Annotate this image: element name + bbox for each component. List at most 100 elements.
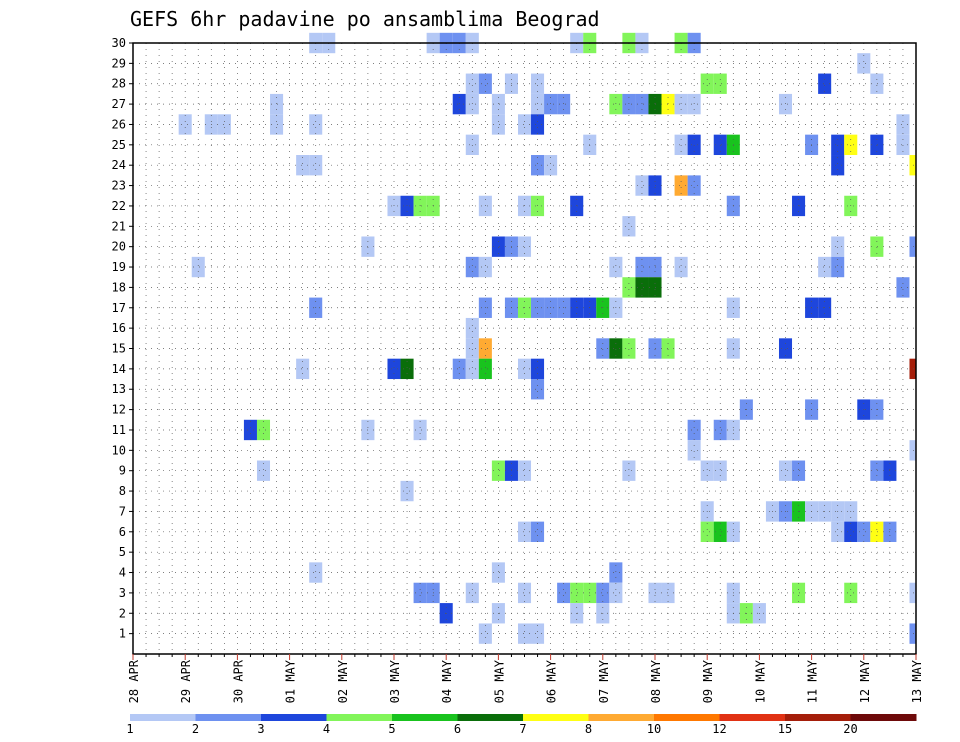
precip-cell xyxy=(256,460,271,481)
precip-cell xyxy=(478,623,492,644)
precip-cell xyxy=(687,440,701,461)
precip-cell xyxy=(700,460,714,481)
precip-cell xyxy=(687,175,701,196)
x-tick-label: 13 MAY xyxy=(910,659,924,703)
precip-cell xyxy=(818,256,832,278)
precip-cell xyxy=(713,73,727,94)
y-tick-label: 10 xyxy=(112,443,126,457)
precip-cell xyxy=(544,93,558,115)
precip-cell xyxy=(844,521,858,542)
precip-cell xyxy=(818,73,832,94)
precip-cell xyxy=(687,419,701,441)
precip-cell xyxy=(531,73,545,94)
precip-cell xyxy=(531,358,545,380)
y-tick-label: 22 xyxy=(112,199,126,213)
y-tick-label: 19 xyxy=(112,260,126,274)
y-tick-label: 2 xyxy=(119,606,126,620)
y-tick-label: 17 xyxy=(112,301,126,315)
precip-cell xyxy=(622,216,636,237)
precip-cell xyxy=(557,582,571,604)
precip-cell xyxy=(517,358,532,380)
colorbar-label: 2 xyxy=(192,722,199,736)
y-tick-label: 15 xyxy=(112,342,126,356)
precip-cell xyxy=(452,358,466,380)
precip-cell xyxy=(870,521,884,542)
precip-cell xyxy=(687,134,701,156)
precip-cell xyxy=(622,338,636,359)
y-tick-label: 28 xyxy=(112,77,126,91)
colorbar-swatch xyxy=(130,714,196,721)
y-tick-label: 25 xyxy=(112,138,126,152)
precip-cell xyxy=(831,521,845,542)
x-tick-label: 01 MAY xyxy=(284,659,298,703)
colorbar-swatch xyxy=(654,714,720,721)
precip-cell xyxy=(844,582,858,604)
precip-cell xyxy=(909,236,916,257)
x-tick-label: 30 APR xyxy=(231,659,245,703)
precip-cell xyxy=(635,277,649,298)
colorbar-label: 3 xyxy=(257,722,264,736)
y-tick-label: 8 xyxy=(119,484,126,498)
x-tick-label: 11 MAY xyxy=(806,659,820,703)
precip-cell xyxy=(465,358,479,380)
precip-cell xyxy=(609,562,623,583)
colorbar-swatch xyxy=(785,714,851,721)
x-tick-label: 02 MAY xyxy=(336,659,350,703)
precip-cell xyxy=(517,114,532,135)
precip-cell xyxy=(674,134,688,156)
precip-cell xyxy=(778,460,793,481)
precip-cell xyxy=(713,419,727,441)
y-tick-label: 11 xyxy=(112,423,126,437)
precip-cell xyxy=(296,155,310,176)
y-tick-label: 4 xyxy=(119,566,126,580)
precip-cell xyxy=(831,236,845,257)
colorbar-legend: 1 2 3 4 5 6 7 8 10 12 15 20 xyxy=(126,714,917,736)
precip-cell xyxy=(309,114,323,135)
colorbar-label: 8 xyxy=(585,722,592,736)
colorbar-label: 5 xyxy=(388,722,395,736)
precip-cell xyxy=(256,419,271,441)
colorbar-label: 20 xyxy=(843,722,857,736)
x-tick-label: 10 MAY xyxy=(753,659,767,703)
precip-cell xyxy=(622,277,636,298)
colorbar-label: 10 xyxy=(647,722,661,736)
precip-cell xyxy=(243,419,257,441)
precip-cell xyxy=(400,480,414,502)
y-tick-label: 7 xyxy=(119,504,126,518)
y-tick-label: 21 xyxy=(112,219,126,233)
y-tick-label: 5 xyxy=(119,545,126,559)
precip-cell xyxy=(517,582,532,604)
precip-cell xyxy=(661,582,675,604)
precip-cell xyxy=(622,460,636,481)
x-tick-label: 05 MAY xyxy=(492,659,506,703)
precip-cell xyxy=(792,460,806,481)
y-tick-label: 26 xyxy=(112,117,126,131)
precip-cell xyxy=(609,256,623,278)
chart-title: GEFS 6hr padavine po ansamblima Beograd xyxy=(130,7,600,31)
x-tick-label: 12 MAY xyxy=(858,659,872,703)
precip-cell xyxy=(465,256,479,278)
precip-cell xyxy=(217,114,231,135)
x-tick-label: 06 MAY xyxy=(545,659,559,703)
precip-cell xyxy=(544,155,558,176)
y-tick-label: 16 xyxy=(112,321,126,335)
precip-cell xyxy=(531,521,545,542)
precip-cell xyxy=(478,358,492,380)
precip-cell xyxy=(309,155,323,176)
y-tick-label: 12 xyxy=(112,403,126,417)
precip-cell xyxy=(831,155,845,176)
y-tick-label: 30 xyxy=(112,36,126,50)
precip-cell xyxy=(609,582,623,604)
precip-cell xyxy=(635,175,649,196)
precip-cell xyxy=(531,155,545,176)
precip-cell xyxy=(687,93,701,115)
x-tick-label: 07 MAY xyxy=(597,659,611,703)
y-axis: 1234567891011121314151617181920212223242… xyxy=(112,36,133,641)
y-tick-label: 9 xyxy=(119,464,126,478)
precip-cell xyxy=(713,460,727,481)
colorbar-label: 1 xyxy=(126,722,133,736)
precip-cell xyxy=(870,73,884,94)
precip-cell xyxy=(491,562,505,583)
x-tick-label: 04 MAY xyxy=(440,659,454,703)
precip-cell xyxy=(491,93,505,115)
